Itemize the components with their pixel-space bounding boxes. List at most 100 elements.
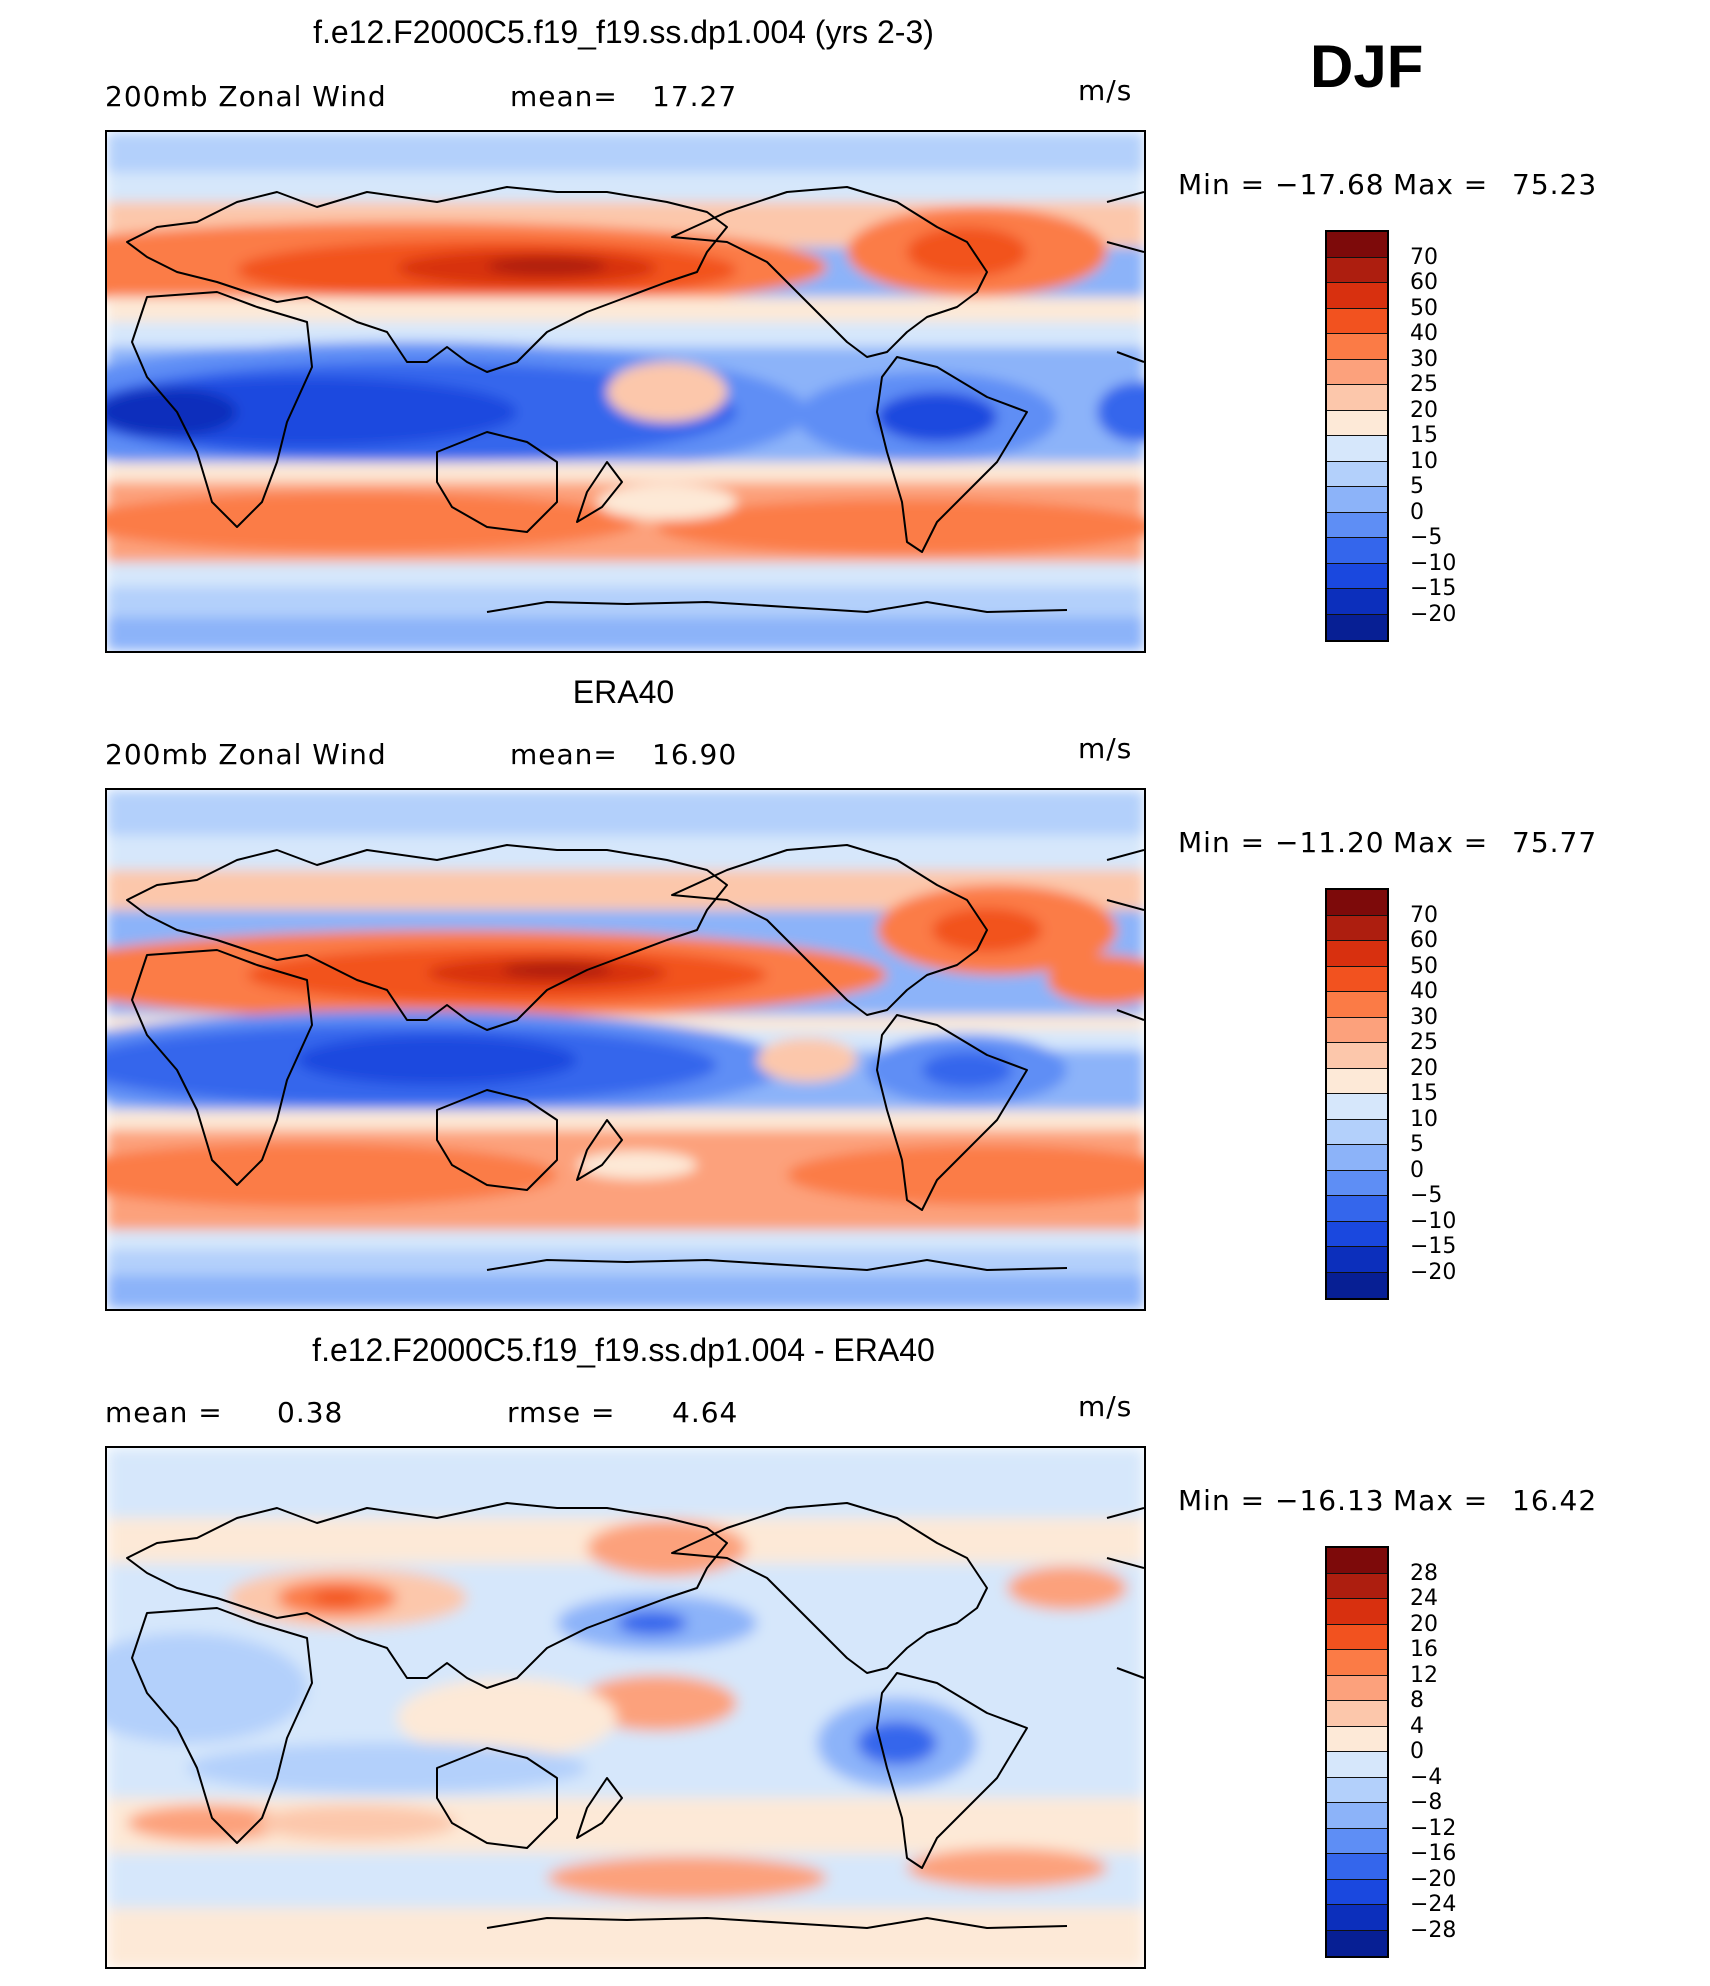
colorbar-segment	[1327, 257, 1387, 283]
panel1-mean-value: 17.27	[652, 80, 738, 113]
panel2-min-value: −11.20	[1275, 826, 1385, 859]
colorbar-tick-label: 25	[1410, 1030, 1438, 1055]
panel1-max-label: Max =	[1393, 168, 1489, 201]
panel3-min-value: −16.13	[1275, 1484, 1385, 1517]
colorbar-tick-label: 50	[1410, 295, 1438, 321]
colorbar-segment	[1327, 385, 1387, 411]
panel2-contour-plot	[107, 790, 1144, 1309]
colorbar-tick-label: 4	[1410, 1713, 1424, 1739]
panel2-title: ERA40	[572, 674, 675, 710]
colorbar-tick-label: 40	[1410, 321, 1438, 346]
colorbar-segment	[1327, 283, 1387, 309]
colorbar-segment	[1327, 1777, 1387, 1803]
colorbar-tick-label: 15	[1410, 423, 1438, 448]
colorbar-segment	[1327, 1828, 1387, 1854]
colorbar-segment	[1327, 359, 1387, 385]
colorbar-tick-label: −12	[1410, 1815, 1457, 1841]
panel1-variable-label: 200mb Zonal Wind	[105, 80, 387, 113]
colorbar-segment	[1327, 1930, 1387, 1956]
panel1-contour-plot	[107, 132, 1144, 651]
panel2-min-label: Min =	[1178, 826, 1266, 859]
panel3-contour-plot	[107, 1448, 1144, 1967]
panel3-mean-value: 0.38	[277, 1396, 344, 1429]
colorbar-tick-label: −20	[1410, 601, 1457, 627]
colorbar-segment	[1327, 232, 1387, 258]
colorbar-tick-label: 8	[1410, 1688, 1424, 1713]
colorbar-tick-label: 20	[1410, 397, 1438, 423]
colorbar-tick-label: 0	[1410, 499, 1424, 525]
colorbar-segment	[1327, 1170, 1387, 1196]
colorbar-segment	[1327, 487, 1387, 513]
colorbar-tick-label: 30	[1410, 1004, 1438, 1030]
panel2-mean-label: mean=	[510, 738, 618, 771]
colorbar-tick-label: 0	[1410, 1157, 1424, 1183]
colorbar-segment	[1327, 1094, 1387, 1120]
colorbar-tick-label: 60	[1410, 928, 1438, 953]
panel1-min-value: −17.68	[1275, 168, 1385, 201]
colorbar-tick-label: −10	[1410, 1208, 1457, 1234]
colorbar-segment	[1327, 1803, 1387, 1829]
colorbar-tick-label: 40	[1410, 979, 1438, 1004]
colorbar-tick-label: 50	[1410, 953, 1438, 979]
colorbar-segment	[1327, 992, 1387, 1018]
season-label: DJF	[1310, 33, 1424, 100]
colorbar-segment	[1327, 915, 1387, 941]
panel3-map	[105, 1446, 1146, 1969]
colorbar-segment	[1327, 1879, 1387, 1905]
colorbar-segment	[1327, 1599, 1387, 1625]
colorbar-segment	[1327, 308, 1387, 334]
colorbar-tick-label: −20	[1410, 1866, 1457, 1892]
colorbar-segment	[1327, 1017, 1387, 1043]
colorbar-segment	[1327, 1119, 1387, 1145]
colorbar-tick-label: −16	[1410, 1841, 1457, 1866]
colorbar-tick-label: 70	[1410, 244, 1438, 270]
panel1-map	[105, 130, 1146, 653]
colorbar-segment	[1327, 941, 1387, 967]
colorbar-segment	[1327, 1650, 1387, 1676]
colorbar-segment	[1327, 1145, 1387, 1171]
colorbar-tick-label: −5	[1410, 1183, 1443, 1208]
panel2-colorbar	[1325, 888, 1389, 1300]
colorbar-tick-label: 10	[1410, 448, 1438, 474]
panel2-max-value: 75.77	[1512, 826, 1598, 859]
colorbar-segment	[1327, 890, 1387, 916]
colorbar-tick-label: 70	[1410, 902, 1438, 928]
colorbar-segment	[1327, 589, 1387, 615]
colorbar-segment	[1327, 436, 1387, 462]
colorbar-tick-label: −20	[1410, 1259, 1457, 1285]
panel3-min-label: Min =	[1178, 1484, 1266, 1517]
panel2-units: m/s	[1078, 732, 1133, 765]
colorbar-segment	[1327, 1221, 1387, 1247]
colorbar-tick-label: 24	[1410, 1586, 1438, 1611]
colorbar-segment	[1327, 1854, 1387, 1880]
colorbar-segment	[1327, 614, 1387, 640]
colorbar-tick-label: 12	[1410, 1662, 1438, 1688]
colorbar-segment	[1327, 1068, 1387, 1094]
colorbar-segment	[1327, 1701, 1387, 1727]
panel3-rmse-value: 4.64	[672, 1396, 739, 1429]
colorbar-tick-label: 60	[1410, 270, 1438, 295]
colorbar-tick-label: −5	[1410, 525, 1443, 550]
colorbar-segment	[1327, 1196, 1387, 1222]
colorbar-tick-label: 28	[1410, 1560, 1438, 1586]
panel1-max-value: 75.23	[1512, 168, 1598, 201]
colorbar-segment	[1327, 1675, 1387, 1701]
panel3-rmse-label: rmse =	[507, 1396, 616, 1429]
panel2-max-label: Max =	[1393, 826, 1489, 859]
colorbar-segment	[1327, 461, 1387, 487]
panel1-mean-label: mean=	[510, 80, 618, 113]
panel3-max-label: Max =	[1393, 1484, 1489, 1517]
colorbar-tick-label: −4	[1410, 1764, 1443, 1790]
colorbar-segment	[1327, 1272, 1387, 1298]
colorbar-tick-label: 5	[1410, 1132, 1424, 1157]
colorbar-segment	[1327, 512, 1387, 538]
colorbar-segment	[1327, 563, 1387, 589]
colorbar-tick-label: −15	[1410, 1234, 1457, 1259]
colorbar-tick-label: 15	[1410, 1081, 1438, 1106]
colorbar-tick-label: −28	[1410, 1917, 1457, 1943]
panel1-colorbar	[1325, 230, 1389, 642]
panel2-mean-value: 16.90	[652, 738, 738, 771]
colorbar-tick-label: 10	[1410, 1106, 1438, 1132]
colorbar-tick-label: 0	[1410, 1739, 1424, 1764]
colorbar-tick-label: 5	[1410, 474, 1424, 499]
